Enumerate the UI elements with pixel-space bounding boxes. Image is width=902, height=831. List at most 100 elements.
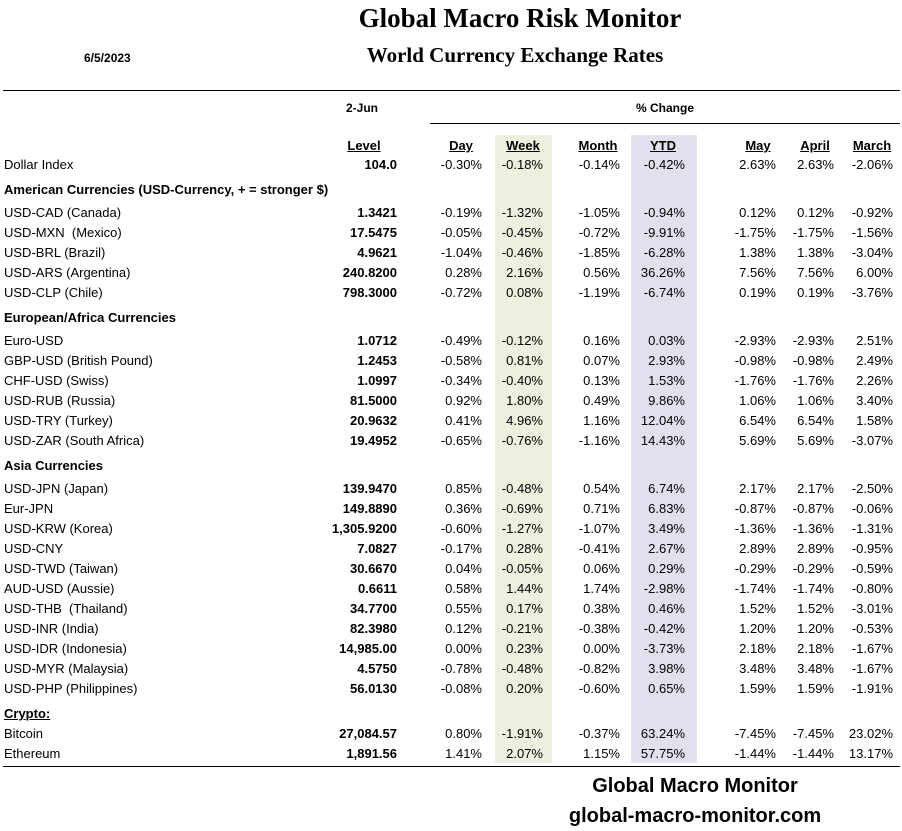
change-cell: 3.48% [797, 661, 834, 676]
change-cell: 6.54% [797, 413, 834, 428]
change-cell: 0.28% [445, 265, 482, 280]
change-cell: -0.72% [578, 225, 620, 240]
change-cell: -0.41% [578, 541, 620, 556]
change-cell: 5.69% [797, 433, 834, 448]
level-cell: 149.8890 [342, 501, 397, 516]
row-name: USD-KRW (Korea) [4, 521, 113, 536]
change-cell: 14.43% [640, 433, 685, 448]
group-rule [430, 123, 900, 124]
change-cell: -0.95% [851, 541, 893, 556]
change-cell: 0.07% [583, 353, 620, 368]
change-cell: 63.24% [640, 726, 685, 741]
level-cell: 14,985.00 [339, 641, 397, 656]
change-cell: -0.40% [501, 373, 543, 388]
change-cell: 2.49% [856, 353, 893, 368]
change-cell: -0.48% [501, 481, 543, 496]
change-cell: -1.67% [851, 641, 893, 656]
row-name: USD-BRL (Brazil) [4, 245, 106, 260]
change-cell: -1.75% [792, 225, 834, 240]
change-cell: 1.16% [583, 413, 620, 428]
change-cell: -1.04% [440, 245, 482, 260]
change-cell: 3.98% [648, 661, 685, 676]
change-cell: -0.58% [440, 353, 482, 368]
change-cell: 0.65% [648, 681, 685, 696]
row-name: USD-MXN (Mexico) [4, 225, 122, 240]
change-cell: -2.93% [792, 333, 834, 348]
change-cell: 2.16% [506, 265, 543, 280]
change-cell: 1.52% [797, 601, 834, 616]
change-cell: -3.04% [851, 245, 893, 260]
change-cell: 0.56% [583, 265, 620, 280]
row-name: Dollar Index [4, 157, 74, 172]
level-cell: 1.3421 [357, 205, 397, 220]
row-name: Eur-JPN [4, 501, 54, 516]
level-cell: 1.0997 [357, 373, 397, 388]
change-cell: -7.45% [792, 726, 834, 741]
change-cell: -1.16% [578, 433, 620, 448]
change-cell: 1.41% [445, 746, 482, 761]
level-cell: 17.5475 [350, 225, 397, 240]
change-cell: -1.85% [578, 245, 620, 260]
row-name: USD-INR (India) [4, 621, 99, 636]
change-cell: 1.06% [739, 393, 776, 408]
change-cell: 0.03% [648, 333, 685, 348]
change-cell: 1.38% [739, 245, 776, 260]
change-cell: 0.23% [506, 641, 543, 656]
change-cell: -0.76% [501, 433, 543, 448]
change-cell: -1.91% [501, 726, 543, 741]
row-name: USD-TRY (Turkey) [4, 413, 113, 428]
change-cell: -2.98% [643, 581, 685, 596]
change-cell: -1.56% [851, 225, 893, 240]
change-cell: -1.76% [734, 373, 776, 388]
change-cell: 1.15% [583, 746, 620, 761]
change-cell: -0.94% [643, 205, 685, 220]
change-cell: -0.30% [440, 157, 482, 172]
change-cell: 2.51% [856, 333, 893, 348]
change-cell: -1.07% [578, 521, 620, 536]
change-cell: 1.74% [583, 581, 620, 596]
title: Global Macro Risk Monitor [358, 3, 682, 33]
change-cell: 0.17% [506, 601, 543, 616]
change-cell: 12.04% [640, 413, 685, 428]
change-cell: 0.29% [648, 561, 685, 576]
change-group: % Change [636, 101, 695, 115]
change-cell: -0.45% [501, 225, 543, 240]
column-header: Month [578, 138, 618, 153]
change-cell: 1.20% [797, 621, 834, 636]
column-header: March [852, 138, 892, 153]
column-header: Week [506, 138, 540, 153]
column-header: April [800, 138, 830, 153]
change-cell: 4.96% [506, 413, 543, 428]
change-cell: 1.44% [506, 581, 543, 596]
change-cell: 2.17% [739, 481, 776, 496]
change-cell: -0.82% [578, 661, 620, 676]
change-cell: -1.76% [792, 373, 834, 388]
row-name: Ethereum [4, 746, 61, 761]
change-cell: 2.17% [797, 481, 834, 496]
change-cell: -0.14% [578, 157, 620, 172]
change-cell: 0.36% [445, 501, 482, 516]
section-title: European/Africa Currencies [4, 310, 176, 325]
row-name: USD-JPN (Japan) [4, 481, 109, 496]
change-cell: -0.60% [578, 681, 620, 696]
change-cell: -0.65% [440, 433, 482, 448]
row-name: AUD-USD (Aussie) [4, 581, 115, 596]
change-cell: 0.13% [583, 373, 620, 388]
level-cell: 30.6670 [350, 561, 397, 576]
change-cell: -0.37% [578, 726, 620, 741]
section-title: American Currencies (USD-Currency, + = s… [4, 182, 329, 197]
change-cell: 0.85% [445, 481, 482, 496]
section-title: Asia Currencies [4, 458, 103, 473]
level-cell: 7.0827 [357, 541, 397, 556]
level-cell: 4.5750 [357, 661, 397, 676]
change-cell: 0.19% [797, 285, 834, 300]
level-cell: 81.5000 [350, 393, 397, 408]
column-header: Day [449, 138, 473, 153]
change-cell: 0.92% [445, 393, 482, 408]
change-cell: 5.69% [739, 433, 776, 448]
change-cell: -0.08% [440, 681, 482, 696]
change-cell: 2.63% [797, 157, 834, 172]
change-cell: -0.05% [501, 561, 543, 576]
column-header: YTD [650, 138, 676, 153]
